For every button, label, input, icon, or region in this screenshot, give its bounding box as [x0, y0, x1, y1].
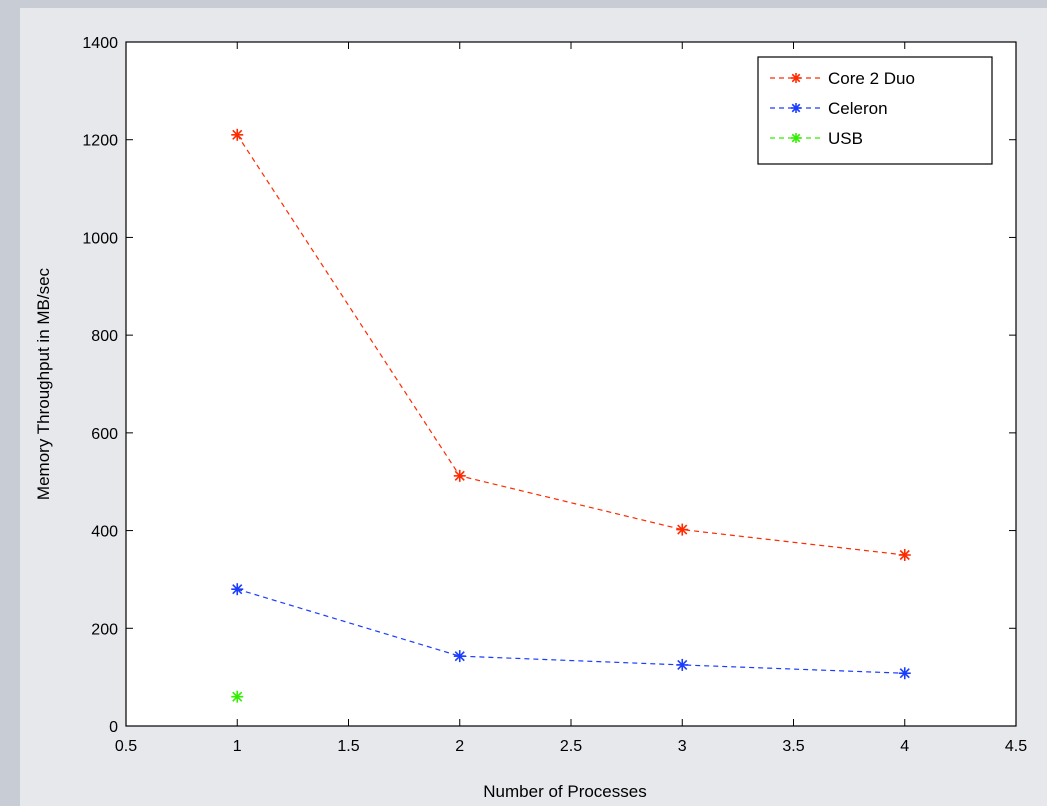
- x-tick-label: 1.5: [337, 738, 359, 755]
- data-point-celeron: [231, 583, 243, 595]
- x-tick-label: 2.5: [560, 738, 582, 755]
- x-tick-label: 4: [900, 738, 909, 755]
- x-tick-label: 2: [455, 738, 464, 755]
- y-tick-label: 600: [91, 426, 118, 443]
- data-point-celeron: [454, 650, 466, 662]
- y-tick-label: 0: [109, 719, 118, 736]
- y-tick-label: 400: [91, 524, 118, 541]
- y-tick-label: 1400: [82, 35, 118, 52]
- x-axis-label: Number of Processes: [483, 782, 646, 801]
- data-point-core-2-duo: [899, 549, 911, 561]
- y-axis-label: Memory Throughput in MB/sec: [34, 267, 53, 500]
- y-tick-label: 1200: [82, 133, 118, 150]
- legend: Core 2 Duo Celeron USB: [758, 57, 992, 164]
- legend-label-core-2-duo: Core 2 Duo: [828, 69, 915, 88]
- x-tick-label: 0.5: [115, 738, 137, 755]
- legend-label-celeron: Celeron: [828, 99, 888, 118]
- data-point-core-2-duo: [676, 524, 688, 536]
- data-point-core-2-duo: [454, 470, 466, 482]
- y-tick-label: 200: [91, 621, 118, 638]
- x-tick-label: 4.5: [1005, 738, 1027, 755]
- data-point-celeron: [899, 667, 911, 679]
- legend-marker-usb: [791, 133, 801, 143]
- x-tick-label: 1: [233, 738, 242, 755]
- x-tick-label: 3: [678, 738, 687, 755]
- x-tick-label: 3.5: [782, 738, 804, 755]
- y-tick-label: 1000: [82, 230, 118, 247]
- data-point-usb: [231, 691, 243, 703]
- y-tick-label: 800: [91, 328, 118, 345]
- legend-label-usb: USB: [828, 129, 863, 148]
- data-point-celeron: [676, 659, 688, 671]
- legend-marker-celeron: [791, 103, 801, 113]
- legend-marker-core-2-duo: [791, 73, 801, 83]
- data-point-core-2-duo: [231, 129, 243, 141]
